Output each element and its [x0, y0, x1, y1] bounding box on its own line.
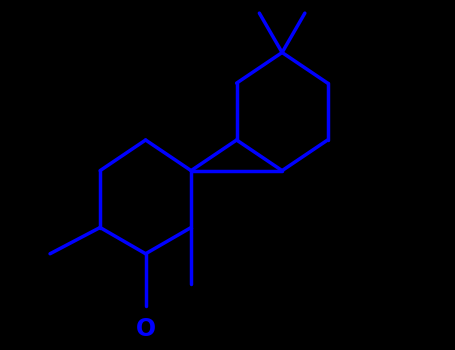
Text: O: O — [136, 317, 156, 341]
